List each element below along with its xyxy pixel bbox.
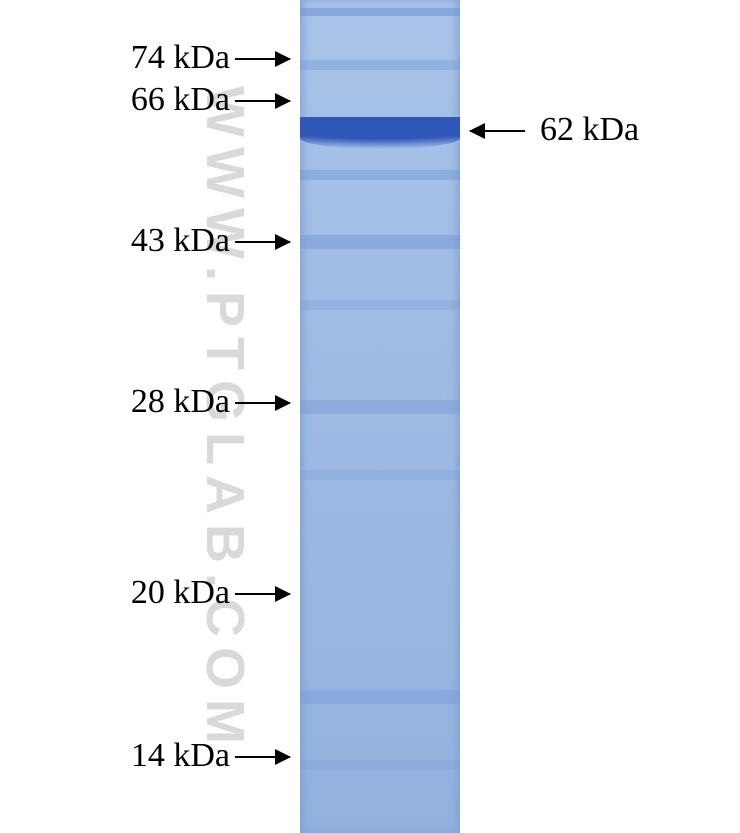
gel-image: WWW.PTGLAB.COM 74 kDa 66 kDa 43 kDa 28 k… [0,0,740,833]
marker-label-66: 66 kDa [131,83,230,117]
faint-band [300,235,460,249]
faint-band [300,170,460,180]
marker-label-28: 28 kDa [131,385,230,419]
faint-band [300,60,460,70]
faint-band [300,300,460,310]
marker-label-20: 20 kDa [131,576,230,610]
faint-band [300,8,460,16]
faint-band [300,470,460,480]
gel-lane [300,0,460,833]
faint-band [300,760,460,770]
marker-label-74: 74 kDa [131,41,230,75]
faint-band [300,690,460,704]
watermark-text: WWW.PTGLAB.COM [194,86,256,754]
marker-arrow [235,756,290,758]
marker-label-43: 43 kDa [131,224,230,258]
target-label-62: 62 kDa [540,113,639,147]
faint-band [300,400,460,414]
marker-arrow [235,593,290,595]
marker-arrow [235,58,290,60]
marker-arrow [235,402,290,404]
target-arrow [470,130,525,132]
marker-arrow [235,241,290,243]
target-band [300,117,460,149]
marker-arrow [235,100,290,102]
marker-label-14: 14 kDa [131,739,230,773]
